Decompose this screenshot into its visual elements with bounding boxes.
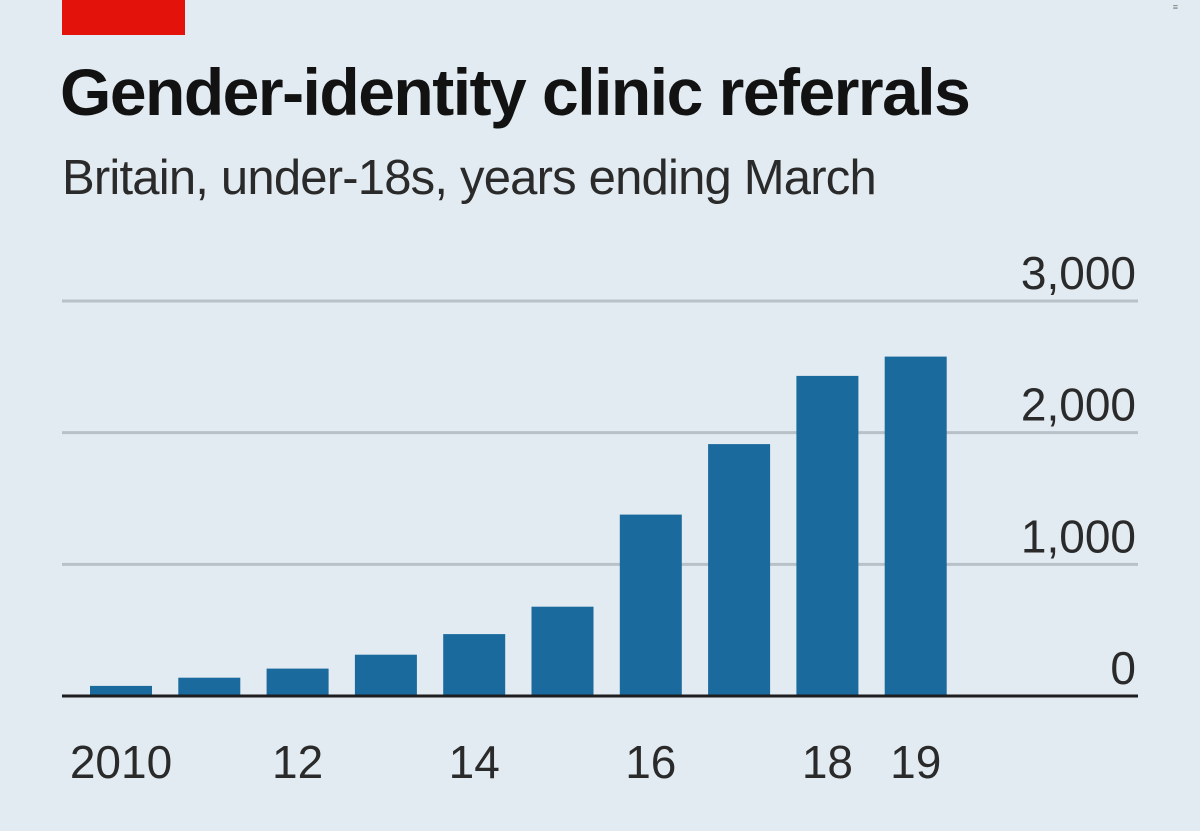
- bar-18: [796, 375, 859, 696]
- x-tick-labels: 2010 12 14 16 18 19: [70, 736, 941, 788]
- bar-19: [884, 356, 947, 696]
- x-tick-label: 18: [802, 736, 853, 788]
- y-tick-labels: 0 1,000 2,000 3,000: [1021, 247, 1136, 694]
- bar-12: [266, 668, 329, 696]
- y-tick-label: 2,000: [1021, 379, 1136, 431]
- bar-2010: [90, 685, 152, 696]
- bars: [90, 356, 947, 696]
- bar-15: [531, 606, 594, 696]
- x-tick-label: 16: [625, 736, 676, 788]
- corner-mark: ≡: [1172, 2, 1178, 12]
- bar-16: [619, 514, 682, 696]
- x-tick-label: 19: [890, 736, 941, 788]
- bar-17: [708, 444, 771, 696]
- x-tick-label: 12: [272, 736, 323, 788]
- bar-11: [178, 677, 241, 696]
- x-tick-label: 14: [449, 736, 500, 788]
- y-tick-label: 0: [1110, 642, 1136, 694]
- y-tick-label: 3,000: [1021, 247, 1136, 299]
- brand-red-tag: [62, 0, 185, 35]
- y-tick-label: 1,000: [1021, 510, 1136, 562]
- bar-13: [354, 654, 417, 696]
- bar-14: [443, 634, 506, 696]
- chart-subtitle: Britain, under-18s, years ending March: [62, 151, 877, 205]
- chart-title: Gender-identity clinic referrals: [60, 55, 971, 129]
- gridlines: [62, 299, 1138, 566]
- x-tick-label: 2010: [70, 736, 172, 788]
